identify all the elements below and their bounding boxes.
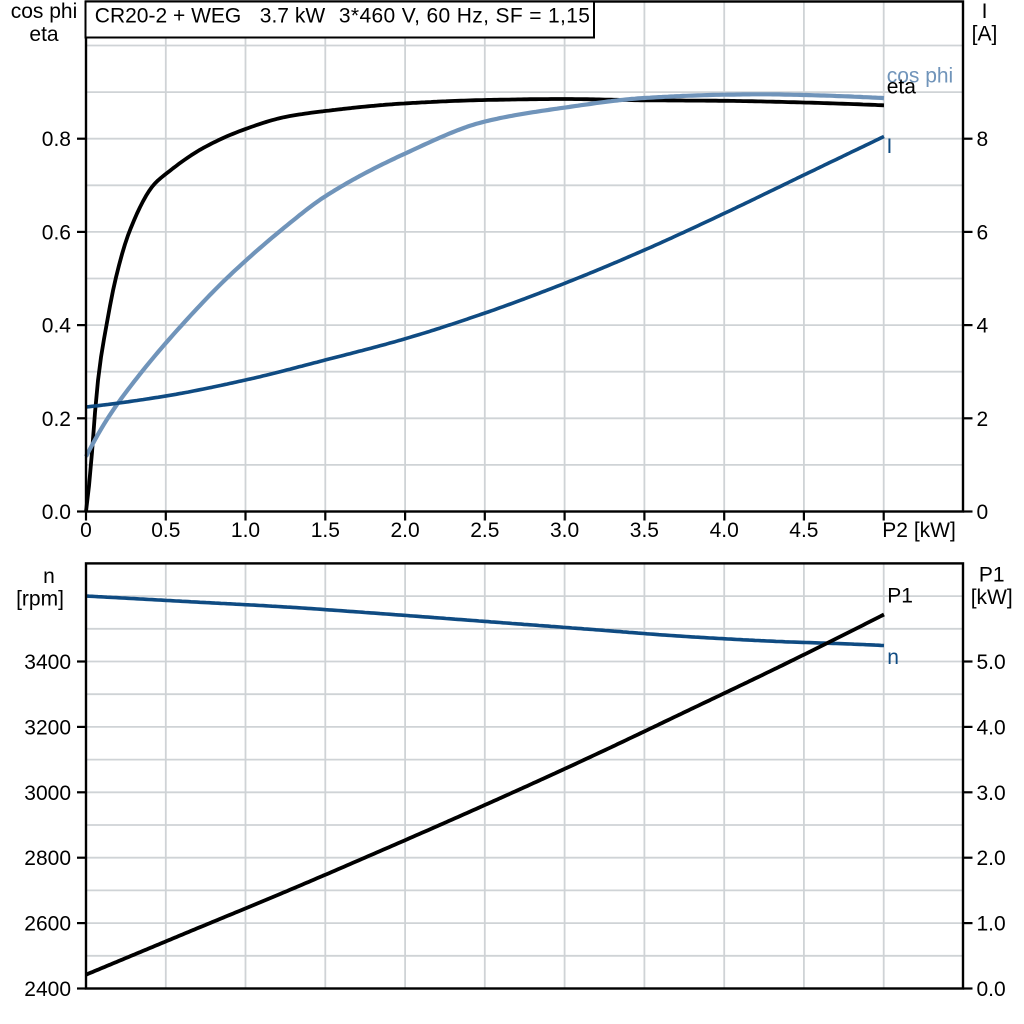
svg-text:3400: 3400 [24,651,71,674]
svg-text:cos phi: cos phi [11,0,78,23]
svg-text:3000: 3000 [24,782,71,805]
svg-text:5.0: 5.0 [977,651,1006,674]
svg-text:P1: P1 [979,564,1005,587]
svg-text:I: I [982,0,988,23]
svg-text:1.0: 1.0 [231,519,260,542]
svg-text:3200: 3200 [24,716,71,739]
svg-text:3.7 kW: 3.7 kW [260,5,326,28]
svg-text:4.0: 4.0 [710,519,739,542]
svg-text:P1: P1 [887,585,913,608]
svg-text:0: 0 [80,519,92,542]
svg-text:eta: eta [29,23,59,46]
svg-text:0.0: 0.0 [977,978,1006,1001]
svg-text:4.0: 4.0 [977,716,1006,739]
svg-text:3.5: 3.5 [630,519,659,542]
svg-text:0.0: 0.0 [42,501,71,524]
svg-text:I: I [887,135,893,158]
svg-text:cos phi: cos phi [887,65,954,88]
svg-text:2.0: 2.0 [977,847,1006,870]
svg-text:2.5: 2.5 [470,519,499,542]
svg-text:[A]: [A] [972,23,998,46]
svg-text:3.0: 3.0 [977,782,1006,805]
svg-text:n: n [43,565,55,588]
svg-text:P2 [kW]: P2 [kW] [882,519,956,542]
svg-text:4.5: 4.5 [789,519,818,542]
svg-text:1.0: 1.0 [977,913,1006,936]
svg-text:n: n [887,646,899,669]
svg-text:CR20-2 + WEG: CR20-2 + WEG [95,5,241,28]
svg-text:0.5: 0.5 [151,519,180,542]
svg-text:0.2: 0.2 [42,408,71,431]
svg-text:2: 2 [977,408,989,431]
svg-text:6: 6 [977,221,989,244]
svg-text:2800: 2800 [24,847,71,870]
svg-text:0.6: 0.6 [42,221,71,244]
svg-text:3*460 V, 60 Hz, SF = 1,15: 3*460 V, 60 Hz, SF = 1,15 [339,5,590,28]
svg-text:2.0: 2.0 [390,519,419,542]
svg-text:2600: 2600 [24,913,71,936]
svg-text:[kW]: [kW] [971,586,1013,609]
svg-text:[rpm]: [rpm] [16,588,64,611]
svg-text:0.8: 0.8 [42,128,71,151]
svg-text:0: 0 [977,501,989,524]
svg-text:1.5: 1.5 [311,519,340,542]
svg-text:0.4: 0.4 [42,315,72,338]
svg-text:2400: 2400 [24,978,71,1001]
svg-text:3.0: 3.0 [550,519,579,542]
svg-text:4: 4 [977,315,989,338]
svg-text:8: 8 [977,128,989,151]
svg-text:eta: eta [887,76,917,99]
